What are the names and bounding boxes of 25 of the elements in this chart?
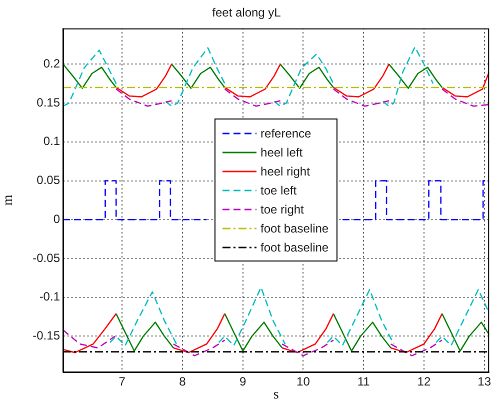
legend-label: reference: [260, 126, 312, 140]
legend-label: toe left: [260, 183, 297, 198]
x-tick-label: 10: [296, 374, 310, 389]
y-tick-label: 0.05: [36, 173, 60, 188]
y-tick-label: 0.2: [43, 56, 60, 70]
legend-label: foot baseline: [260, 240, 329, 254]
x-tick-label: 12: [417, 374, 431, 389]
x-tick-label: 13: [478, 374, 492, 389]
x-tick-label: 7: [118, 374, 126, 389]
chart-title: feet along yL: [212, 6, 282, 20]
x-axis-title: s: [273, 387, 279, 402]
y-tick-label: -0.1: [39, 290, 60, 304]
y-axis-title: m: [1, 194, 16, 206]
x-tick-label: 9: [240, 374, 247, 389]
y-tick-label: 0.15: [36, 95, 60, 110]
legend-label: foot baseline: [260, 221, 329, 236]
legend-label: heel right: [260, 164, 310, 178]
legend-label: heel left: [260, 145, 303, 160]
y-tick-label: -0.05: [32, 250, 60, 265]
x-tick-label: 11: [357, 374, 370, 389]
y-tick-label: -0.15: [32, 328, 60, 343]
y-tick-label: 0.1: [43, 134, 60, 148]
legend-label: toe right: [260, 202, 304, 216]
y-tick-label: 0: [53, 212, 60, 226]
x-tick-label: 8: [179, 374, 186, 389]
